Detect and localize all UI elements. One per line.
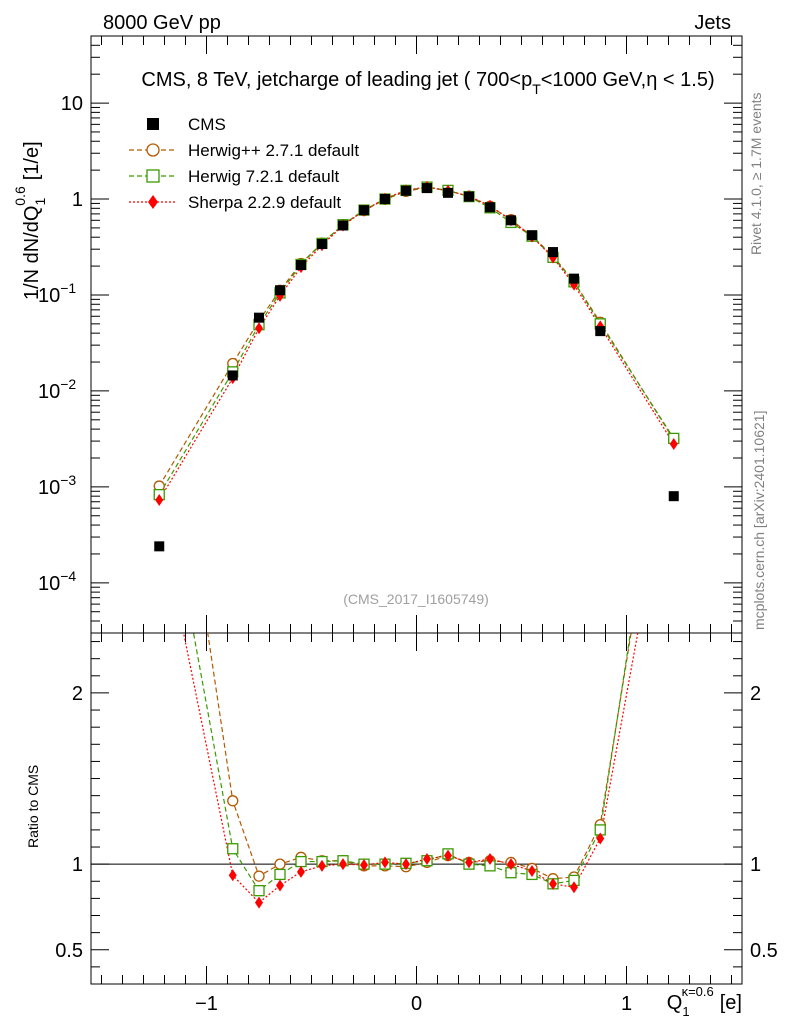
data-point bbox=[596, 832, 605, 845]
legend-label: Herwig 7.2.1 default bbox=[188, 167, 339, 186]
data-point bbox=[569, 273, 579, 284]
data-point bbox=[486, 853, 494, 866]
data-point bbox=[359, 205, 369, 216]
series-line-herwigpppp bbox=[158, 186, 675, 487]
data-point bbox=[464, 191, 474, 202]
y-tick-label-main: 10 bbox=[61, 93, 83, 115]
x-tick-label: −1 bbox=[195, 993, 218, 1015]
x-axis-label: Q1κ=0.6[e] bbox=[667, 984, 742, 1019]
y-tick-label-main: 10−1 bbox=[38, 280, 76, 307]
data-point bbox=[253, 885, 265, 897]
y-tick-label-ratio-right: 1 bbox=[750, 854, 761, 876]
data-point bbox=[154, 440, 164, 450]
data-point bbox=[507, 858, 515, 871]
ratio-frame bbox=[90, 632, 743, 985]
data-point bbox=[669, 345, 679, 355]
main-panel: 10 1 10−1 10−2 10−3 10−4 bbox=[38, 35, 743, 634]
data-point bbox=[570, 881, 578, 894]
data-point bbox=[227, 795, 239, 807]
data-point bbox=[228, 869, 237, 882]
data-point bbox=[154, 541, 165, 552]
y-tick-label-ratio: 2 bbox=[72, 683, 83, 705]
data-point bbox=[227, 843, 239, 855]
x-tick-label: 0 bbox=[411, 993, 422, 1015]
data-point bbox=[154, 303, 164, 313]
data-point bbox=[548, 247, 558, 258]
analysis-id: (CMS_2017_I1605749) bbox=[343, 591, 489, 607]
y-tick-label-main: 10−2 bbox=[38, 376, 76, 403]
legend-label: Sherpa 2.2.9 default bbox=[188, 193, 341, 212]
data-point bbox=[506, 215, 516, 226]
data-point bbox=[147, 118, 159, 130]
legend-label: CMS bbox=[188, 115, 226, 134]
data-point bbox=[274, 868, 286, 881]
process-label: Jets bbox=[694, 12, 731, 34]
data-point bbox=[148, 195, 158, 209]
svg-text:Q1κ=0.6[e]: Q1κ=0.6[e] bbox=[667, 984, 742, 1019]
legend: CMS Herwig++ 2.7.1 default Herwig 7.2.1 de… bbox=[129, 115, 359, 212]
data-point bbox=[338, 220, 348, 231]
mcplots-label: mcplots.cern.ch [arXiv:2401.10621] bbox=[751, 411, 767, 630]
data-point bbox=[422, 183, 432, 194]
svg-text:1/N dN/dQ10.6[1/e]: 1/N dN/dQ10.6[1/e] bbox=[12, 141, 48, 300]
data-point bbox=[381, 856, 389, 869]
y-tick-label-ratio: 1 bbox=[72, 854, 83, 876]
main-plot-area bbox=[153, 180, 680, 552]
data-point bbox=[360, 859, 368, 872]
data-point bbox=[254, 312, 264, 323]
data-point bbox=[155, 493, 164, 506]
data-point bbox=[317, 238, 327, 249]
data-point bbox=[669, 437, 678, 450]
data-point bbox=[295, 855, 307, 868]
data-point bbox=[297, 865, 305, 878]
data-point bbox=[402, 858, 410, 871]
data-point bbox=[146, 143, 160, 157]
data-point bbox=[380, 194, 390, 205]
data-point bbox=[444, 849, 452, 862]
legend-label: Herwig++ 2.7.1 default bbox=[188, 141, 359, 160]
data-point bbox=[549, 877, 557, 890]
data-point bbox=[401, 185, 411, 196]
data-point bbox=[595, 326, 606, 337]
y-tick-label-main: 10−3 bbox=[38, 472, 76, 499]
series-line-sherpa bbox=[158, 186, 675, 501]
data-point bbox=[296, 260, 306, 271]
x-tick-label: 1 bbox=[621, 993, 632, 1015]
data-point bbox=[527, 230, 537, 241]
series-line-herwig bbox=[158, 186, 675, 495]
data-point bbox=[485, 202, 495, 213]
ratio-panel: −1 0 1 2 2 1 1 0.5 0.5 bbox=[55, 303, 778, 1015]
data-point bbox=[155, 507, 163, 519]
data-point bbox=[423, 853, 431, 866]
data-point bbox=[669, 363, 679, 373]
y-tick-label-main: 10−4 bbox=[38, 568, 76, 595]
data-point bbox=[146, 169, 160, 183]
data-point bbox=[253, 870, 265, 882]
rivet-label: Rivet 4.1.0, ≥ 1.7M events bbox=[748, 92, 764, 255]
y-tick-label-ratio: 0.5 bbox=[55, 940, 83, 962]
y-tick-label-ratio-right: 2 bbox=[750, 683, 761, 705]
data-point bbox=[465, 856, 473, 869]
y-tick-label-ratio-right: 0.5 bbox=[750, 940, 778, 962]
data-point bbox=[443, 187, 453, 198]
y-axis-label-main: 1/N dN/dQ10.6[1/e] bbox=[12, 141, 48, 300]
plot-title: CMS, 8 TeV, jetcharge of leading jet ( 7… bbox=[141, 69, 714, 97]
svg-text:CMS, 8 TeV, jetcharge of leadi: CMS, 8 TeV, jetcharge of leading jet ( 7… bbox=[141, 69, 714, 97]
data-point bbox=[227, 370, 238, 381]
data-point bbox=[668, 491, 679, 502]
data-point bbox=[528, 864, 536, 877]
y-axis-label-ratio: Ratio to CMS bbox=[25, 765, 41, 848]
data-point bbox=[339, 858, 347, 871]
data-point bbox=[318, 859, 326, 872]
ratio-plot-area bbox=[154, 303, 679, 909]
data-point bbox=[275, 285, 285, 296]
y-tick-label-main: 1 bbox=[72, 189, 83, 211]
data-point bbox=[274, 858, 286, 870]
data-point bbox=[255, 896, 263, 909]
data-point bbox=[276, 879, 284, 892]
energy-label: 8000 GeV pp bbox=[103, 12, 221, 34]
data-point bbox=[255, 322, 263, 335]
